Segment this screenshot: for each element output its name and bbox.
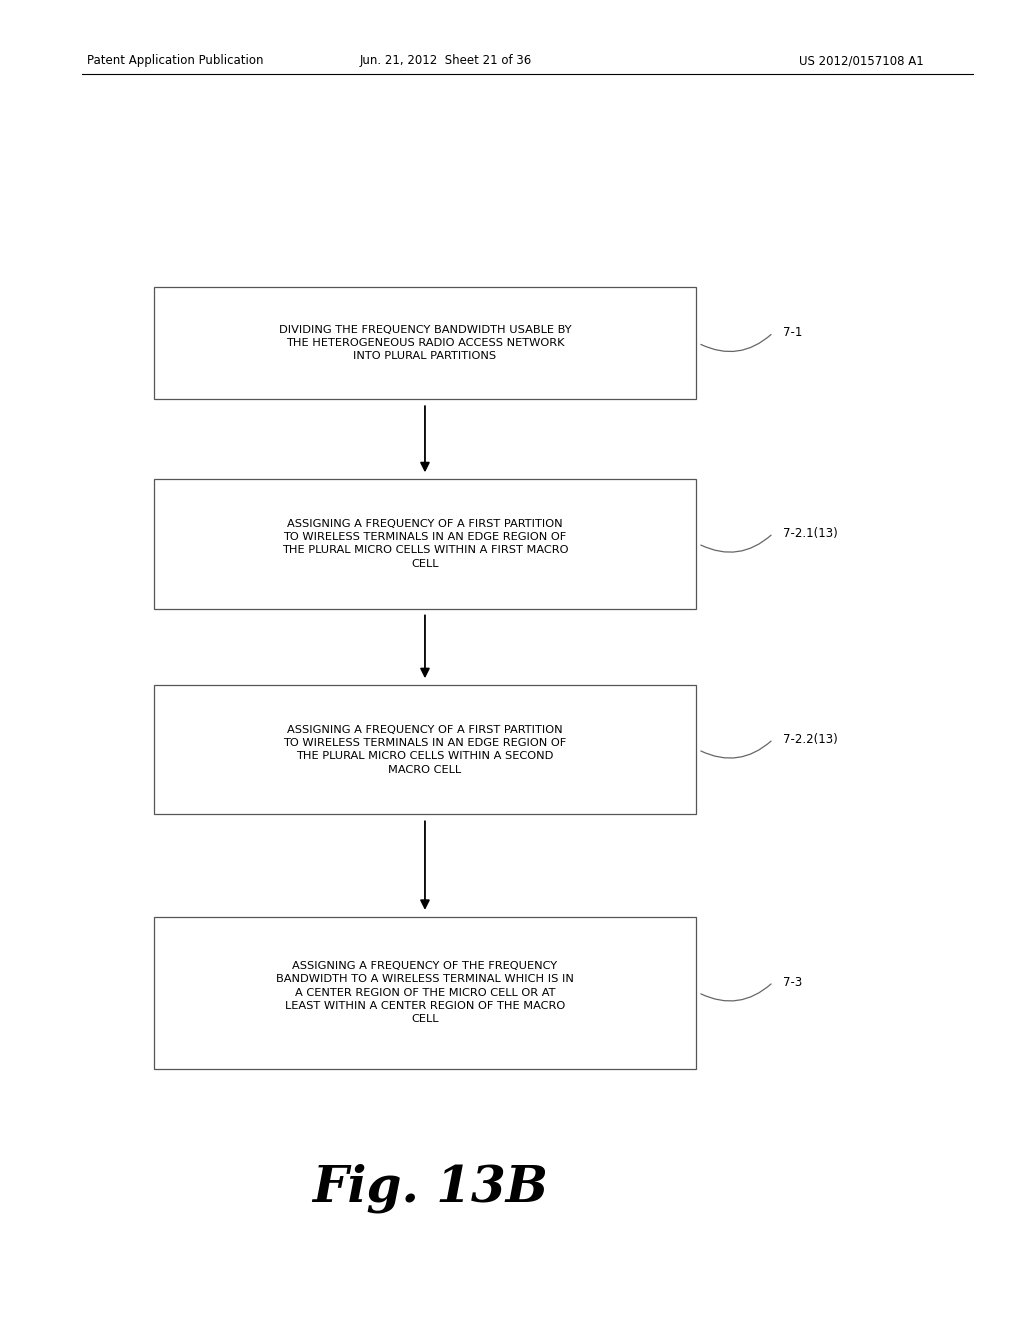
Text: Fig. 13B: Fig. 13B: [312, 1163, 548, 1213]
Text: ASSIGNING A FREQUENCY OF A FIRST PARTITION
TO WIRELESS TERMINALS IN AN EDGE REGI: ASSIGNING A FREQUENCY OF A FIRST PARTITI…: [282, 519, 568, 569]
Text: ASSIGNING A FREQUENCY OF A FIRST PARTITION
TO WIRELESS TERMINALS IN AN EDGE REGI: ASSIGNING A FREQUENCY OF A FIRST PARTITI…: [284, 725, 566, 775]
Text: ASSIGNING A FREQUENCY OF THE FREQUENCY
BANDWIDTH TO A WIRELESS TERMINAL WHICH IS: ASSIGNING A FREQUENCY OF THE FREQUENCY B…: [276, 961, 573, 1024]
Bar: [154, 479, 696, 609]
Text: 7-3: 7-3: [783, 975, 803, 989]
Text: 7-2.1(13): 7-2.1(13): [783, 527, 838, 540]
Text: US 2012/0157108 A1: US 2012/0157108 A1: [799, 54, 924, 67]
Bar: [154, 286, 696, 399]
Text: 7-1: 7-1: [783, 326, 803, 339]
Text: 7-2.2(13): 7-2.2(13): [783, 733, 838, 746]
Text: Jun. 21, 2012  Sheet 21 of 36: Jun. 21, 2012 Sheet 21 of 36: [359, 54, 531, 67]
Bar: [154, 685, 696, 814]
Text: Patent Application Publication: Patent Application Publication: [87, 54, 263, 67]
Text: DIVIDING THE FREQUENCY BANDWIDTH USABLE BY
THE HETEROGENEOUS RADIO ACCESS NETWOR: DIVIDING THE FREQUENCY BANDWIDTH USABLE …: [279, 325, 571, 362]
Bar: [154, 916, 696, 1069]
